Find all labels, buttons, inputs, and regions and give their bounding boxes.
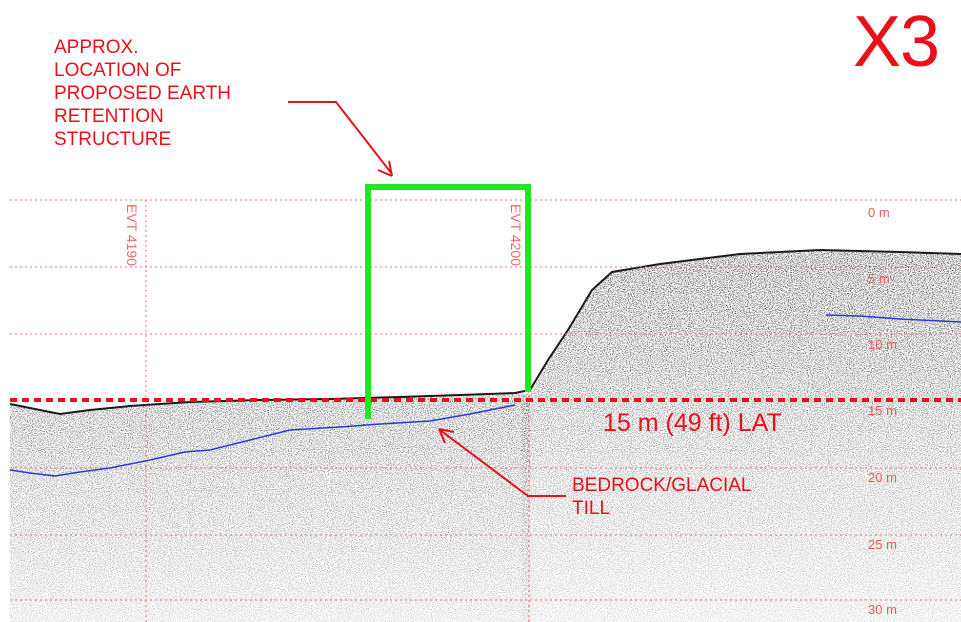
event-mark-4200: EVT 4200 (508, 204, 524, 267)
seabed-lower (10, 393, 530, 622)
till-arrow (438, 428, 566, 497)
event-mark-4190: EVT 4190 (124, 204, 140, 267)
till-annotation: BEDROCK/GLACIAL TILL (572, 475, 752, 519)
depth-label: 10 m (868, 337, 897, 352)
depth-label: 20 m (868, 470, 897, 485)
panel-id: X3 (853, 2, 940, 82)
depth-label: 25 m (868, 537, 897, 552)
till-line (9, 404, 516, 477)
structure-annotation: APPROX. LOCATION OF PROPOSED EARTH RETEN… (54, 37, 232, 150)
depth-label: 5 m (868, 271, 890, 286)
depth-grid (10, 199, 961, 622)
depth-label: 0 m (868, 205, 890, 220)
till-line-bank (825, 314, 961, 323)
seabed-bank (522, 250, 961, 622)
seabed-surface-line (9, 248, 961, 416)
depth-label: 30 m (868, 602, 897, 617)
lat-label: 15 m (49 ft) LAT (603, 409, 782, 437)
depth-label: 15 m (868, 403, 897, 418)
structure-arrow (288, 101, 393, 177)
retention-structure-outline (365, 184, 531, 419)
